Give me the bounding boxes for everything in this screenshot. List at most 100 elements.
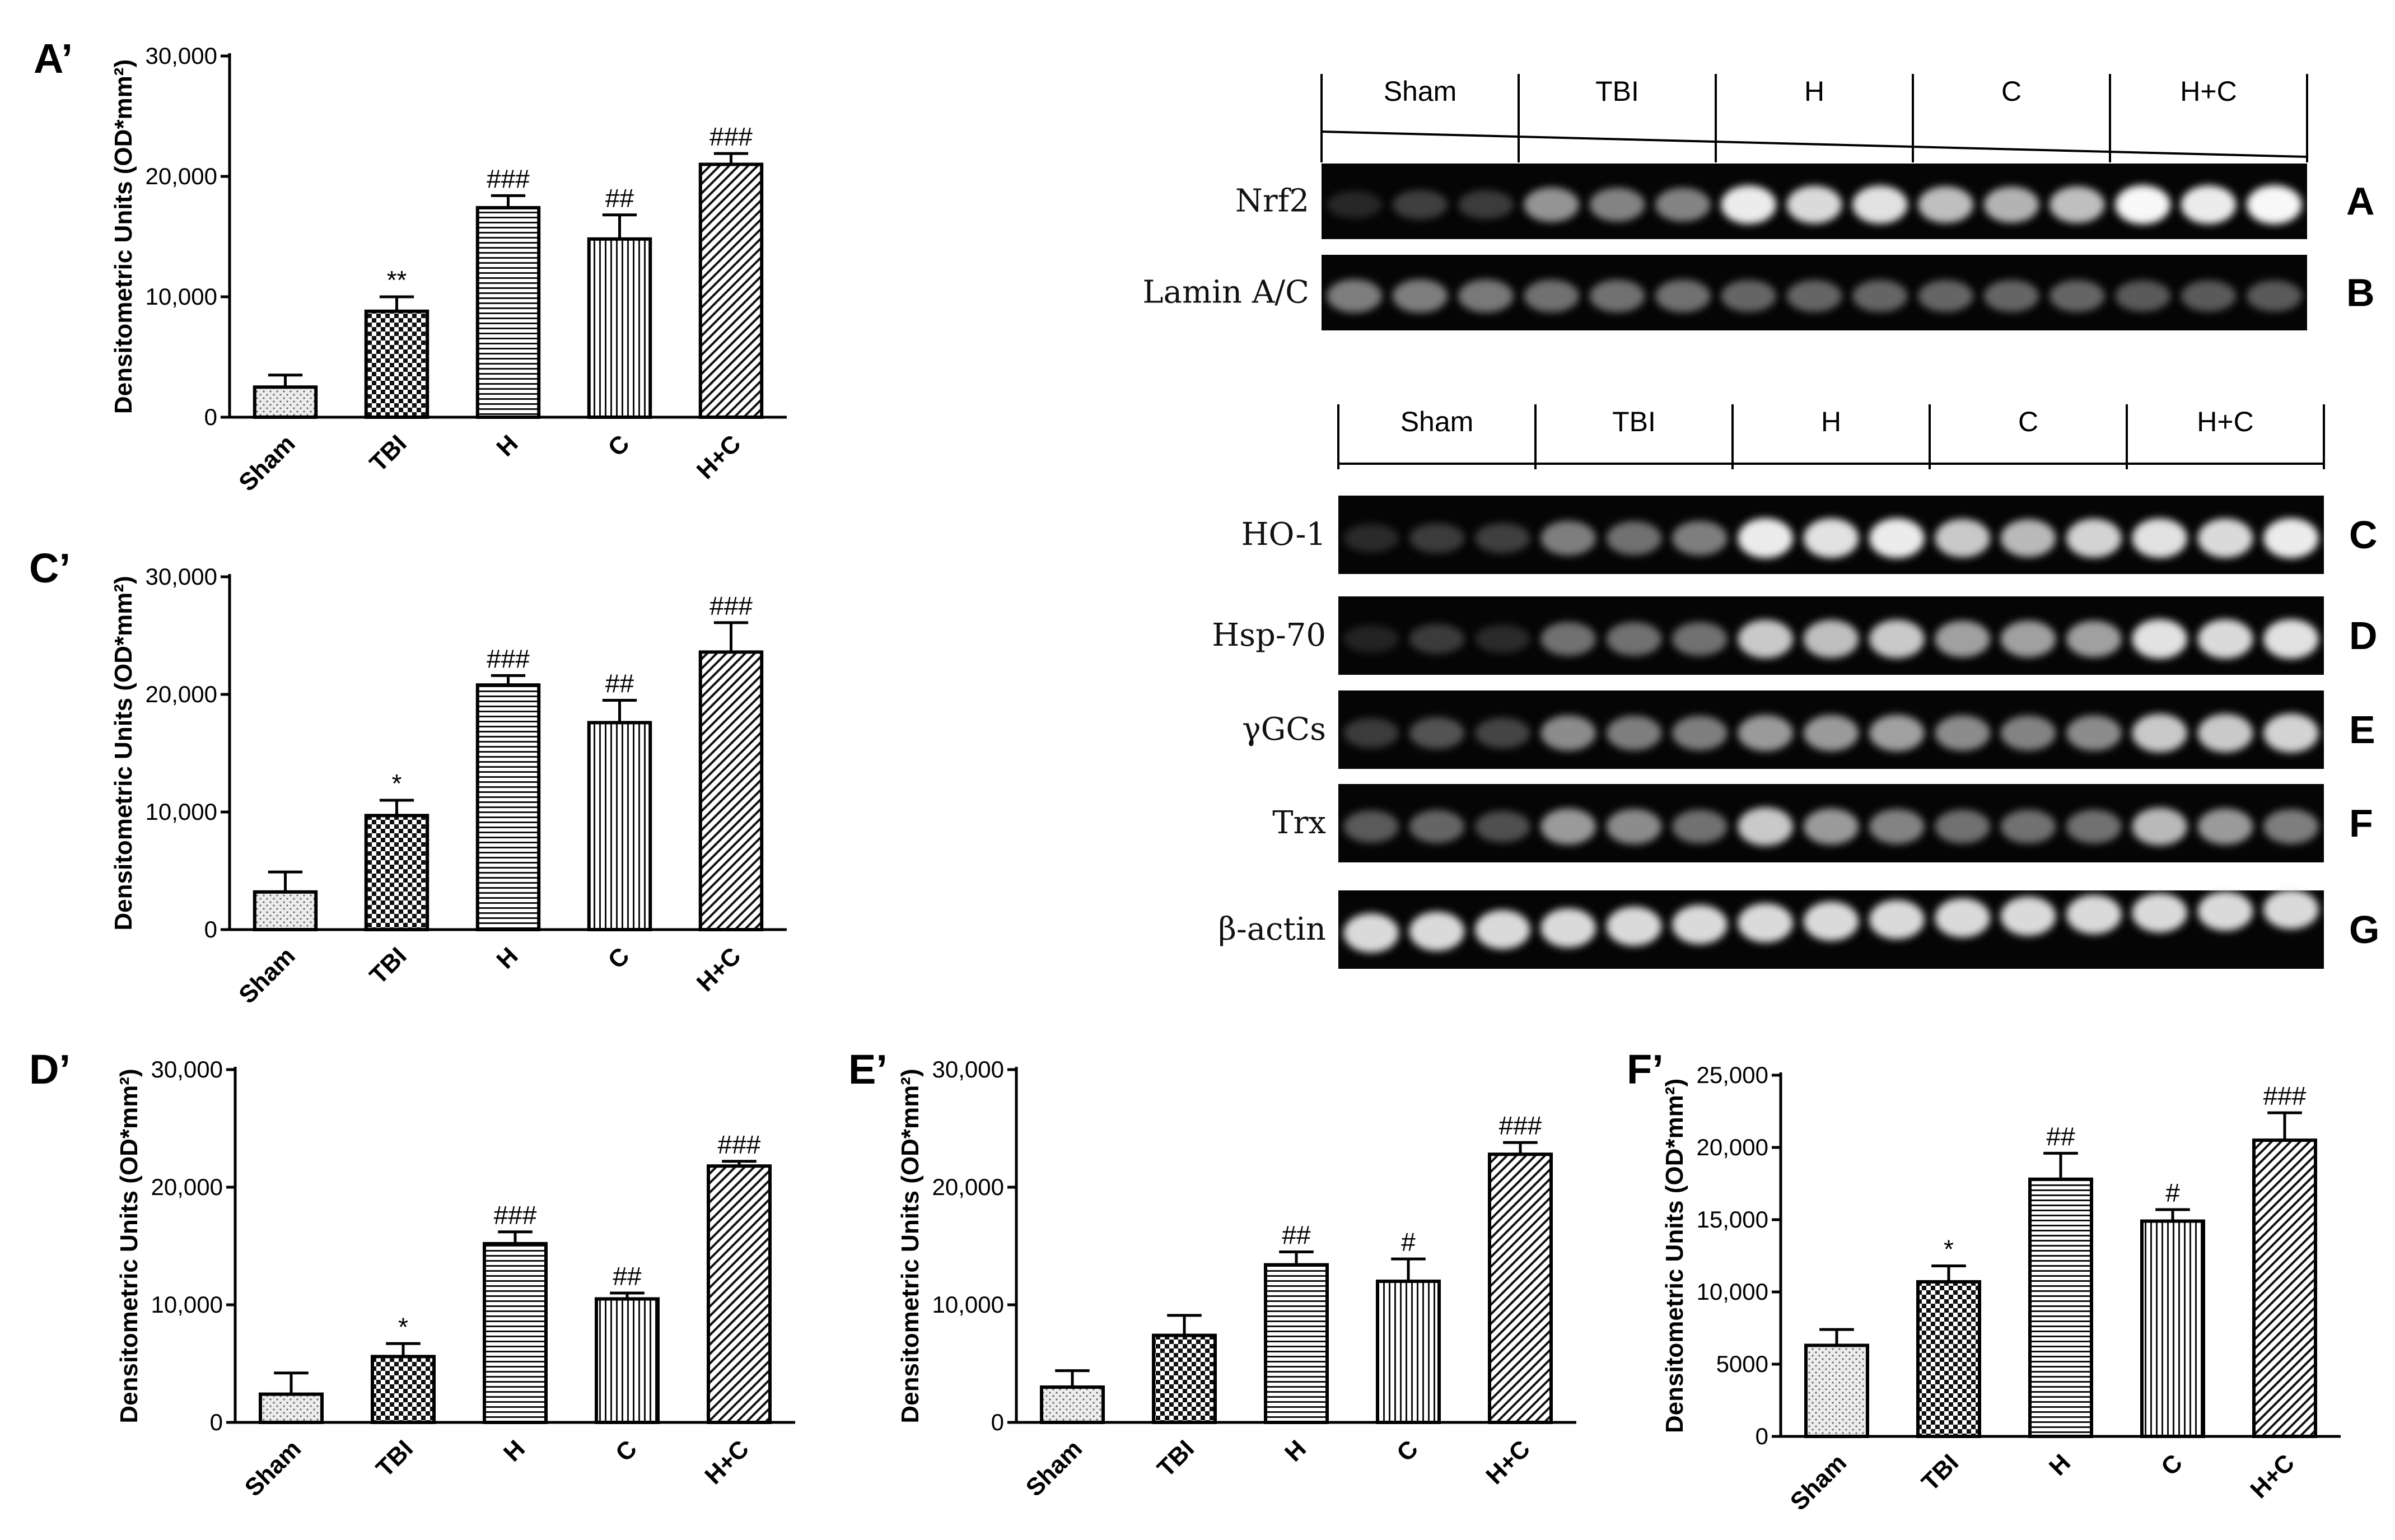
blot-band (1803, 902, 1859, 941)
lane-group-label: C (2001, 76, 2021, 107)
blot-band (1738, 518, 1793, 558)
blot-band (1655, 279, 1711, 312)
blot-band (2263, 619, 2319, 659)
blot-band (1869, 619, 1925, 659)
blot-row-letter: C (2349, 513, 2378, 557)
y-tick-label: 0 (210, 1409, 223, 1435)
blot-row-label: Trx (1272, 805, 1326, 841)
lane-group-label: H+C (2180, 76, 2237, 107)
blot-band (2132, 808, 2187, 846)
blot-band (1524, 279, 1579, 312)
bar-sham (1804, 1343, 1869, 1438)
bar-sham (253, 385, 318, 419)
blot-band (1869, 900, 1925, 939)
blot-top: Sham TBI H C H+C Nrf2 A Lamin A/C B (1142, 74, 2375, 330)
blot-band (1918, 186, 1973, 223)
y-axis-label: Densitometric Units (OD*mm²) (110, 59, 137, 414)
chart-3: 0 10,000 20,000 30,000 Densitometric Units (… (115, 1056, 795, 1502)
blot-band (1738, 619, 1793, 659)
blot-band (2000, 715, 2056, 751)
blot-band (2181, 185, 2237, 224)
bar-charts: 0 10,000 20,000 30,000 Densitometric Units (… (110, 43, 2341, 1516)
x-tick-label: Sham (240, 1435, 306, 1501)
blot-band (1540, 715, 1596, 751)
blot-band (2132, 619, 2187, 659)
blot-band (1672, 716, 1728, 750)
blot-band (1392, 279, 1448, 313)
blot-band (2066, 809, 2122, 844)
y-tick-label: 0 (991, 1409, 1004, 1435)
significance-label: ### (709, 591, 753, 620)
bar-tbi (371, 1355, 436, 1424)
blot-band (1935, 809, 1990, 844)
blot-band (1606, 622, 1662, 656)
y-tick-label: 20,000 (146, 163, 217, 189)
blot-band (1606, 521, 1662, 556)
blot-band (2197, 519, 2253, 558)
y-tick-label: 10,000 (1697, 1278, 1768, 1305)
blot-band (1327, 191, 1382, 218)
blot-band (1475, 624, 1530, 654)
x-tick-label: TBI (371, 1435, 418, 1482)
bar-hplusc (1488, 1152, 1553, 1424)
blot-band (1852, 185, 1908, 224)
significance-label: ## (605, 184, 634, 213)
blot-band (1409, 717, 1465, 749)
x-tick-label: TBI (1916, 1449, 1964, 1496)
y-axis-label: Densitometric Units (OD*mm²) (1661, 1079, 1688, 1433)
bar-h (1264, 1263, 1329, 1425)
blot-band (1869, 809, 1925, 844)
blot-band (2263, 518, 2319, 558)
significance-label: ### (2263, 1081, 2307, 1110)
blot-band (1786, 185, 1842, 224)
blot-band (1540, 808, 1596, 845)
x-tick-label: H (498, 1435, 530, 1467)
lane-header-line (1321, 130, 2308, 158)
panel-label-d-prime: D’ (29, 1046, 71, 1093)
x-tick-label: Sham (1785, 1449, 1852, 1515)
panel-label-a-prime: A’ (34, 35, 73, 82)
blot-band (1327, 279, 1382, 313)
blot-band (2132, 893, 2187, 932)
x-tick-label: H+C (2245, 1449, 2300, 1504)
blot-band (1935, 519, 1990, 558)
blot-band (1475, 523, 1530, 553)
x-tick-label: Sham (1021, 1435, 1087, 1501)
bar-tbi (364, 309, 429, 419)
significance-label: # (1401, 1228, 1416, 1257)
lane-group-label: H (1804, 76, 1824, 107)
blot-band (1589, 279, 1645, 312)
blot-band (1524, 187, 1579, 222)
blot-band (2247, 280, 2302, 312)
blot-band (2000, 519, 2056, 557)
blot-row-label: γGCs (1242, 711, 1326, 748)
blot-band (1606, 907, 1662, 946)
blot-band (1475, 811, 1530, 842)
bar-hplusc (698, 162, 764, 419)
blot-band (1672, 905, 1728, 944)
blot-band (1935, 620, 1990, 657)
significance-label: ## (2046, 1122, 2075, 1151)
blot-row-letter: G (2349, 908, 2379, 951)
bar-c (587, 237, 652, 419)
blot-row-label: HO-1 (1241, 516, 1326, 553)
x-tick-label: C (603, 430, 634, 461)
blot-band (1475, 910, 1530, 949)
bar-tbi (364, 814, 429, 932)
lane-group-label: TBI (1612, 406, 1656, 437)
blot-band (1409, 624, 1465, 654)
blot-band (2197, 808, 2253, 845)
chart-4: 0 10,000 20,000 30,000 Densitometric Units (… (897, 1056, 1576, 1502)
y-tick-label: 30,000 (932, 1056, 1004, 1082)
chart-5: 0 5000 10,000 15,000 20,000 25,000 Densitometr… (1661, 1062, 2341, 1516)
significance-label: * (392, 769, 402, 798)
bar-tbi (1916, 1280, 1981, 1438)
blot-band (1935, 898, 1990, 937)
blot-band (1392, 190, 1448, 220)
blot-band (2049, 280, 2105, 312)
bar-tbi (1152, 1333, 1217, 1425)
x-tick-label: TBI (1152, 1435, 1199, 1482)
blot-band (1803, 518, 1859, 558)
x-tick-label: TBI (365, 942, 412, 990)
significance-label: ### (709, 122, 753, 151)
